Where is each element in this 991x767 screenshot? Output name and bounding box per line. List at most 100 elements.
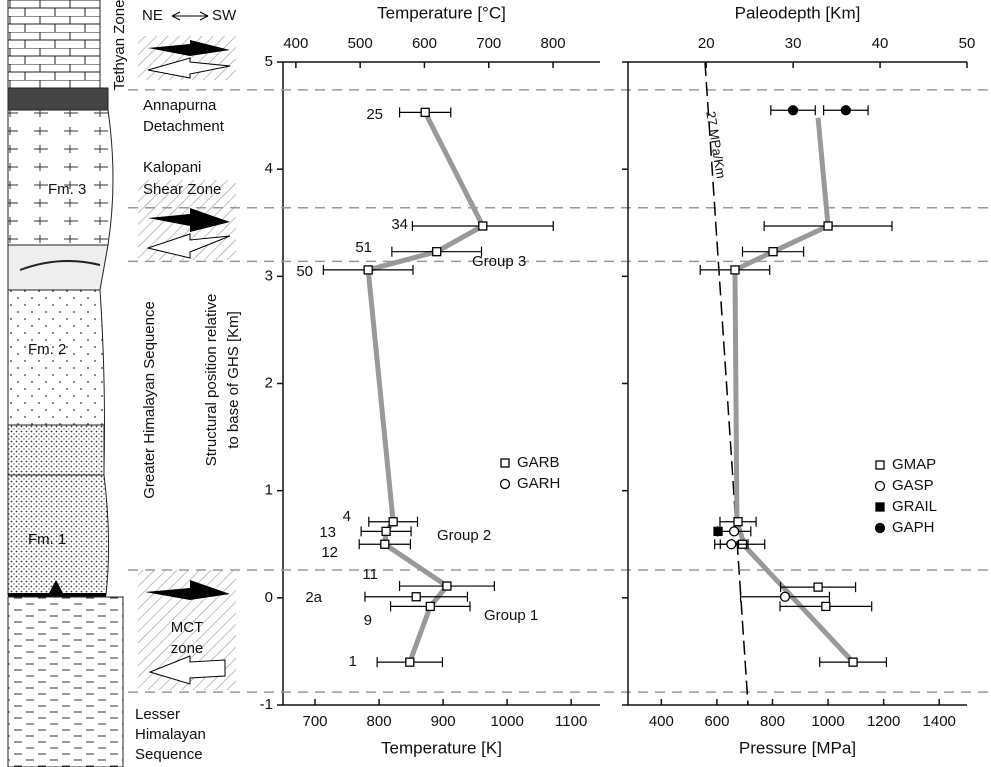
x-tick-label: 1000 xyxy=(811,713,844,730)
legend-marker xyxy=(874,522,886,534)
point xyxy=(380,539,390,549)
x2-axis-title: Temperature [°C] xyxy=(377,3,506,22)
formation-label: Fm. 2 xyxy=(28,341,66,358)
point xyxy=(432,247,442,257)
legend-marker xyxy=(875,502,885,512)
x2-axis-title: Paleodepth [Km] xyxy=(735,3,861,22)
x-tick-label: 600 xyxy=(704,713,729,730)
zone-label: Lesser xyxy=(135,706,180,723)
legend-item: GMAP xyxy=(892,456,936,473)
legend-marker xyxy=(875,460,885,470)
legend-label: GARB xyxy=(517,454,560,471)
formation-label: Fm. 3 xyxy=(48,181,86,198)
sample-label: 11 xyxy=(362,566,378,583)
trend-line xyxy=(365,111,487,663)
y-axis-title: Structural position relative xyxy=(203,294,220,467)
legend-item: GRAIL xyxy=(892,498,937,515)
x2-tick-label: 400 xyxy=(283,35,308,52)
x-tick-label: 1400 xyxy=(923,713,956,730)
legend-item: GARH xyxy=(517,475,560,492)
legend-marker xyxy=(874,480,886,492)
point xyxy=(733,517,743,527)
sample-label: 9 xyxy=(364,612,372,629)
group-label: Group 1 xyxy=(484,607,538,624)
x-tick-label: 700 xyxy=(303,713,328,730)
legend-label: GMAP xyxy=(892,456,936,473)
legend-marker xyxy=(499,478,511,490)
x-tick-label: 1000 xyxy=(490,713,523,730)
sample-label: 4 xyxy=(343,508,351,525)
sample-label: 13 xyxy=(319,524,336,541)
x2-tick-label: 20 xyxy=(698,35,715,52)
legend-label: GARH xyxy=(517,475,560,492)
x-tick-label: 800 xyxy=(367,713,392,730)
point xyxy=(848,657,858,667)
x-axis-title: Temperature [K] xyxy=(381,738,502,757)
x2-tick-label: 50 xyxy=(959,35,976,52)
structure-zones: NE SW Annapurna Detachment Kalopani Shea… xyxy=(135,7,237,763)
point xyxy=(411,592,421,602)
legend-label: GASP xyxy=(892,477,934,494)
point xyxy=(823,221,833,231)
point xyxy=(363,265,373,275)
point xyxy=(813,582,823,592)
x2-tick-label: 40 xyxy=(872,35,889,52)
zone-label: Detachment xyxy=(143,118,225,135)
sample-label: 25 xyxy=(366,106,383,123)
zone-label: zone xyxy=(171,640,204,657)
x-tick-label: 800 xyxy=(760,713,785,730)
sample-label: 1 xyxy=(349,653,357,670)
y-tick-label: 3 xyxy=(265,267,273,284)
legend-item: GASP xyxy=(892,477,934,494)
x-tick-label: 1200 xyxy=(867,713,900,730)
legend-label: GRAIL xyxy=(892,498,937,515)
point xyxy=(730,265,740,275)
direction-label: SW xyxy=(212,7,237,24)
point xyxy=(768,247,778,257)
sample-label: 12 xyxy=(321,544,338,561)
y-tick-label: 0 xyxy=(265,589,273,606)
y-tick-label: 2 xyxy=(265,374,273,391)
point xyxy=(425,601,435,612)
trend-line xyxy=(732,117,855,664)
y-tick-label: -1 xyxy=(260,696,273,713)
point xyxy=(726,539,737,550)
zone-label: Sequence xyxy=(135,746,203,763)
x-axis-title: Pressure [MPa] xyxy=(739,738,856,757)
x2-tick-label: 700 xyxy=(476,35,501,52)
formation-label: Fm. 1 xyxy=(28,531,66,548)
x-tick-label: 1100 xyxy=(555,713,587,730)
sample-label: 34 xyxy=(391,216,408,233)
zone-label: Shear Zone xyxy=(143,181,221,198)
x2-tick-label: 600 xyxy=(412,35,437,52)
point xyxy=(442,581,452,591)
sample-label: 51 xyxy=(355,239,372,256)
sequence-label: Greater Himalayan Sequence xyxy=(141,301,158,499)
y-axis-title: to base of GHS [Km] xyxy=(225,311,242,449)
zone-label: Tethyan Zone xyxy=(111,0,128,90)
point xyxy=(420,107,430,118)
y-tick-label: 4 xyxy=(265,160,273,177)
direction-label: NE xyxy=(142,7,163,24)
group-label: Group 3 xyxy=(472,253,526,270)
strat-column: Fm. 3 Fm. 2 Fm. 1 Tethyan Zone xyxy=(7,0,128,767)
point xyxy=(381,526,391,537)
point xyxy=(713,526,723,537)
point xyxy=(821,601,831,612)
legend-item: GARB xyxy=(517,454,560,471)
y-tick-label: 5 xyxy=(265,53,273,70)
group-label: Group 2 xyxy=(437,527,491,544)
sample-label: 2a xyxy=(305,589,322,606)
sample-label: 50 xyxy=(296,263,313,280)
point xyxy=(478,221,488,231)
point xyxy=(779,591,791,602)
x-tick-label: 400 xyxy=(649,713,674,730)
legend-label: GAPH xyxy=(892,519,935,536)
zone-label: Himalayan xyxy=(135,726,206,743)
gradient-label: 27 MPa/Km xyxy=(703,110,728,179)
x2-tick-label: 800 xyxy=(541,35,566,52)
x-tick-label: 900 xyxy=(431,713,456,730)
point xyxy=(840,105,851,116)
x2-tick-label: 30 xyxy=(785,35,802,52)
